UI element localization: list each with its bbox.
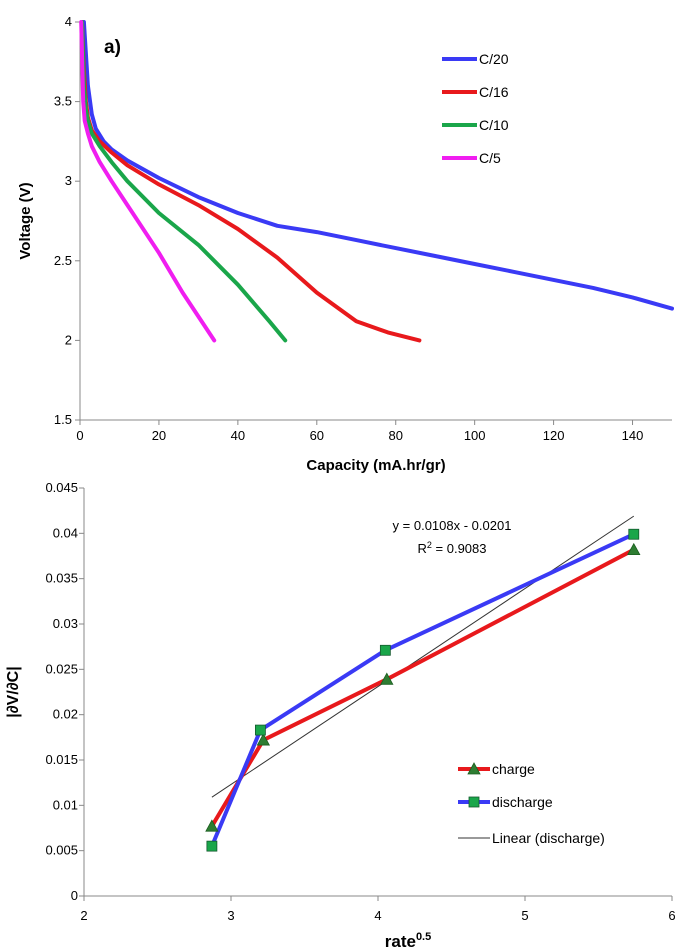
y-tick-label: 0.035 — [45, 571, 78, 586]
x-axis-title: Capacity (mA.hr/gr) — [306, 457, 445, 474]
x-tick-group: 0 20 40 60 80 100 120 140 — [76, 420, 643, 443]
data-point-charge — [380, 672, 394, 685]
y-tick-label: 3 — [65, 173, 72, 188]
legend-marker-charge — [467, 762, 481, 775]
y-tick-label: 0.01 — [53, 797, 78, 812]
series-line-c-10 — [80, 20, 288, 343]
y-tick-label: 0.015 — [45, 752, 78, 767]
y-tick-label: 3.5 — [54, 94, 72, 109]
x-tick-label: 60 — [310, 428, 324, 443]
legend-label-c-20: C/20 — [479, 51, 509, 67]
data-point-discharge — [254, 724, 266, 736]
y-tick-label: 0.025 — [45, 661, 78, 676]
y-axis-title: Voltage (V) — [17, 182, 34, 259]
series-line-charge — [210, 547, 635, 828]
data-point-discharge — [379, 644, 391, 656]
x-tick-label: 3 — [227, 908, 234, 923]
y-tick-label: 2 — [65, 332, 72, 347]
x-tick-label: 100 — [464, 428, 486, 443]
panel-label: a) — [104, 37, 121, 58]
y-tick-label: 0.02 — [53, 707, 78, 722]
legend-marker-discharge — [468, 796, 480, 808]
x-tick-label: 140 — [622, 428, 644, 443]
legend-label-discharge: discharge — [492, 794, 553, 810]
x-tick-label: 5 — [521, 908, 528, 923]
x-axis-title-base: rate — [385, 932, 416, 951]
y-tick-label: 2.5 — [54, 253, 72, 268]
legend: C/20 C/16 C/10 C/5 — [442, 51, 509, 166]
x-tick-group: 2 3 4 5 6 — [80, 896, 676, 923]
legend-label-c-5: C/5 — [479, 150, 501, 166]
trendline-r-squared: R2 = 0.9083 — [418, 540, 487, 556]
legend-label-linear-discharge: Linear (discharge) — [492, 830, 605, 846]
data-point-charge — [205, 819, 219, 832]
series-line-c-5 — [79, 20, 217, 343]
x-tick-label: 40 — [231, 428, 245, 443]
y-tick-label: 0.03 — [53, 616, 78, 631]
r-exponent: 2 — [427, 540, 432, 550]
series-group — [79, 20, 674, 343]
x-tick-label: 20 — [152, 428, 166, 443]
y-axis-title: |∂V/∂C| — [5, 666, 22, 717]
data-point-charge — [627, 542, 641, 556]
series-line-c-20 — [81, 20, 674, 311]
x-tick-label: 2 — [80, 908, 87, 923]
y-tick-label: 0.045 — [45, 480, 78, 495]
x-tick-label: 120 — [543, 428, 565, 443]
y-tick-label: 1.5 — [54, 412, 72, 427]
legend-label-c-10: C/10 — [479, 117, 509, 133]
y-tick-group: 0 0.005 0.01 0.015 0.02 0.025 0.03 0.035 0.04 0.0… — [45, 480, 84, 903]
legend-label-charge: charge — [492, 761, 535, 777]
x-tick-label: 0 — [76, 428, 83, 443]
data-point-discharge — [206, 840, 218, 852]
y-tick-label: 4 — [65, 14, 72, 29]
series-group — [205, 515, 641, 852]
voltage-capacity-chart: 0 20 40 60 80 100 120 140 1.5 2 2.5 3 3.5 4 a) Capac… — [17, 14, 674, 474]
y-tick-label: 0.04 — [53, 525, 78, 540]
series-line-c-16 — [80, 20, 422, 343]
trendline-linear-discharge — [211, 515, 635, 798]
y-tick-label: 0 — [71, 888, 78, 903]
data-point-discharge — [628, 528, 640, 540]
x-axis-title: rate0.5 — [385, 931, 431, 951]
x-tick-label: 6 — [668, 908, 675, 923]
trendline-equation: y = 0.0108x - 0.0201 — [393, 518, 512, 533]
r-symbol: R — [418, 541, 427, 556]
x-tick-label: 80 — [388, 428, 402, 443]
legend-label-c-16: C/16 — [479, 84, 509, 100]
y-tick-group: 1.5 2 2.5 3 3.5 4 — [54, 14, 80, 427]
series-line-discharge — [210, 532, 635, 847]
x-axis-title-exponent: 0.5 — [416, 931, 431, 943]
x-tick-label: 4 — [374, 908, 381, 923]
data-point-charge — [256, 733, 271, 746]
legend: charge discharge Linear (discharge) — [458, 761, 605, 846]
y-tick-label: 0.005 — [45, 843, 78, 858]
r-squared-value: = 0.9083 — [432, 541, 487, 556]
